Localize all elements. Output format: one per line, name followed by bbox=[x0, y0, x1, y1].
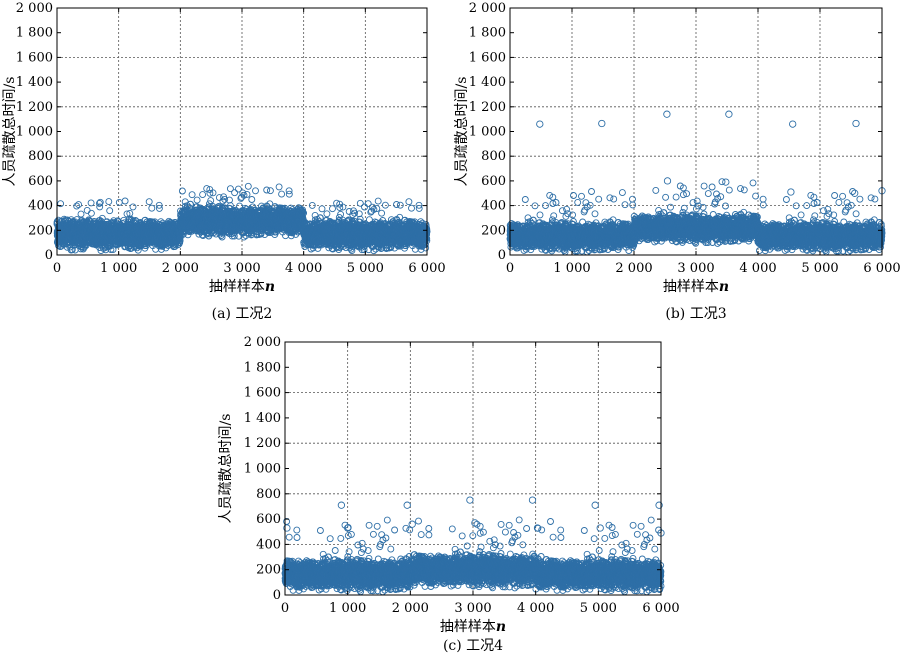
data-point bbox=[57, 200, 65, 208]
data-points bbox=[53, 182, 431, 255]
data-point bbox=[323, 210, 331, 218]
data-point bbox=[145, 198, 153, 206]
data-point bbox=[178, 187, 186, 195]
data-point bbox=[278, 190, 286, 198]
data-point bbox=[129, 203, 137, 211]
data-point bbox=[121, 197, 129, 205]
data-point bbox=[77, 210, 85, 218]
data-point bbox=[73, 202, 81, 210]
data-point bbox=[75, 201, 83, 209]
data-point bbox=[231, 189, 239, 197]
data-point bbox=[244, 182, 252, 190]
data-point bbox=[148, 204, 156, 212]
data-point bbox=[106, 207, 114, 215]
data-point bbox=[361, 203, 368, 211]
data-point bbox=[105, 198, 113, 206]
data-point bbox=[199, 191, 207, 199]
data-point bbox=[87, 209, 95, 217]
data-point bbox=[188, 191, 196, 199]
data-point bbox=[248, 196, 256, 203]
data-point bbox=[87, 199, 95, 207]
data-point bbox=[83, 206, 91, 214]
data-point bbox=[115, 198, 123, 206]
data-point bbox=[318, 205, 326, 213]
data-point bbox=[252, 187, 259, 195]
data-point bbox=[266, 187, 274, 195]
data-point bbox=[329, 205, 336, 213]
data-point bbox=[193, 196, 201, 204]
data-point bbox=[275, 183, 283, 191]
data-point bbox=[219, 197, 227, 205]
